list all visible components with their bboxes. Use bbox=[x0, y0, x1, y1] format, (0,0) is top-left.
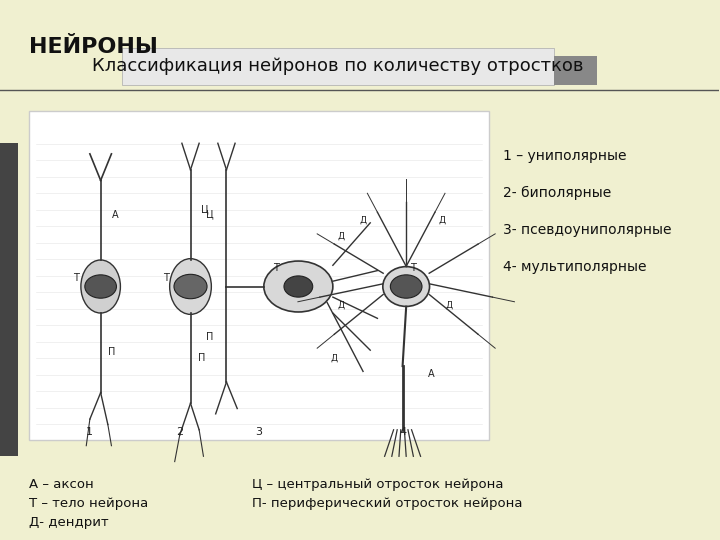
Text: Классификация нейронов по количеству отростков: Классификация нейронов по количеству отр… bbox=[92, 57, 584, 75]
Text: 1 – униполярные: 1 – униполярные bbox=[503, 148, 626, 163]
Text: Ц – центральный отросток нейрона
П- периферический отросток нейрона: Ц – центральный отросток нейрона П- пери… bbox=[251, 477, 522, 510]
Ellipse shape bbox=[170, 259, 212, 314]
Text: 3- псевдоуниполярные: 3- псевдоуниполярные bbox=[503, 223, 672, 237]
Text: Д: Д bbox=[438, 216, 446, 225]
Text: 4- мультиполярные: 4- мультиполярные bbox=[503, 260, 647, 274]
Text: Д: Д bbox=[338, 301, 345, 310]
Text: П: П bbox=[108, 347, 115, 357]
Text: 1: 1 bbox=[86, 427, 94, 437]
Circle shape bbox=[174, 274, 207, 299]
Text: Ц: Ц bbox=[202, 204, 209, 214]
Text: Т: Т bbox=[73, 273, 79, 283]
Circle shape bbox=[264, 261, 333, 312]
Bar bbox=[554, 56, 597, 85]
Text: Т: Т bbox=[410, 262, 415, 273]
Text: 2- биполярные: 2- биполярные bbox=[503, 186, 611, 200]
Text: П: П bbox=[198, 353, 205, 363]
Ellipse shape bbox=[383, 267, 430, 306]
FancyBboxPatch shape bbox=[122, 48, 554, 85]
Text: Ц: Ц bbox=[207, 210, 214, 220]
Text: 2: 2 bbox=[176, 427, 184, 437]
Text: 4: 4 bbox=[399, 427, 406, 437]
Text: П: П bbox=[207, 332, 214, 342]
Text: Д: Д bbox=[330, 354, 338, 363]
Text: А – аксон
Т – тело нейрона
Д- дендрит: А – аксон Т – тело нейрона Д- дендрит bbox=[29, 477, 148, 529]
Circle shape bbox=[85, 275, 117, 298]
Ellipse shape bbox=[81, 260, 120, 313]
Text: НЕЙРОНЫ: НЕЙРОНЫ bbox=[29, 37, 158, 57]
FancyBboxPatch shape bbox=[29, 111, 489, 441]
Circle shape bbox=[284, 276, 312, 297]
Text: А: А bbox=[428, 369, 434, 379]
Text: 3: 3 bbox=[255, 427, 262, 437]
Text: Д: Д bbox=[359, 216, 366, 225]
Circle shape bbox=[390, 275, 422, 298]
Text: Д: Д bbox=[338, 232, 345, 241]
Text: Т: Т bbox=[273, 262, 279, 273]
Text: Т: Т bbox=[163, 273, 169, 283]
Text: А: А bbox=[112, 210, 118, 220]
Bar bbox=[0, 143, 18, 456]
Text: Д: Д bbox=[446, 301, 453, 310]
